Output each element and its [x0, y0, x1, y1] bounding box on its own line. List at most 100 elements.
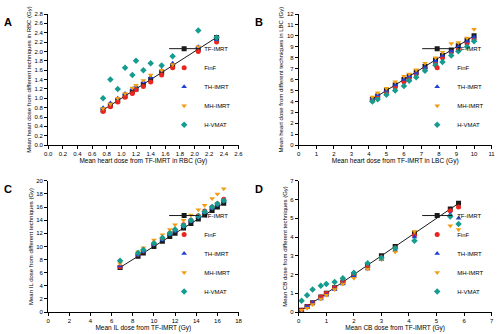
svg-text:0: 0	[290, 309, 294, 315]
svg-text:0: 0	[46, 318, 50, 324]
svg-text:2.4: 2.4	[35, 30, 44, 36]
svg-text:1: 1	[290, 290, 294, 296]
svg-text:C: C	[4, 183, 12, 195]
svg-text:2: 2	[40, 296, 44, 302]
svg-text:Mean heart dose from TF-IMRT i: Mean heart dose from TF-IMRT in LBC (Gy)	[332, 157, 459, 165]
svg-text:2.6: 2.6	[35, 20, 44, 26]
svg-text:3: 3	[290, 253, 294, 259]
svg-text:6: 6	[290, 77, 294, 83]
svg-text:Mean CB dose from TF-IMRT (Gy): Mean CB dose from TF-IMRT (Gy)	[345, 324, 445, 332]
svg-text:Mean IL dose from TF-IMRT (Gy): Mean IL dose from TF-IMRT (Gy)	[95, 324, 191, 332]
svg-text:0: 0	[40, 309, 44, 315]
svg-text:2.0: 2.0	[35, 49, 44, 55]
svg-text:0: 0	[290, 142, 294, 148]
svg-text:0.6: 0.6	[88, 151, 97, 157]
svg-text:TF-IMRT: TF-IMRT	[204, 46, 228, 52]
svg-text:1.4: 1.4	[35, 77, 44, 83]
svg-text:0: 0	[297, 318, 301, 324]
svg-text:2.2: 2.2	[205, 151, 214, 157]
svg-text:MH-IMRT: MH-IMRT	[204, 270, 230, 276]
svg-text:1: 1	[315, 151, 319, 157]
svg-text:H-VMAT: H-VMAT	[457, 289, 480, 295]
svg-text:TF-IMRT: TF-IMRT	[204, 213, 228, 219]
svg-text:2.2: 2.2	[35, 39, 44, 45]
svg-text:TH-IMRT: TH-IMRT	[204, 251, 229, 257]
svg-text:0.8: 0.8	[35, 105, 44, 111]
svg-text:8: 8	[437, 151, 441, 157]
svg-text:6: 6	[110, 318, 114, 324]
svg-text:4: 4	[407, 318, 411, 324]
svg-text:Mean IL dose from different te: Mean IL dose from different techniques (…	[28, 188, 34, 305]
svg-text:7: 7	[490, 318, 494, 324]
svg-text:TH-IMRT: TH-IMRT	[204, 84, 229, 90]
svg-text:0: 0	[297, 151, 301, 157]
svg-text:2.6: 2.6	[234, 151, 243, 157]
svg-text:TH-IMRT: TH-IMRT	[457, 84, 482, 90]
svg-text:12: 12	[36, 230, 43, 236]
svg-text:MH-IMRT: MH-IMRT	[457, 103, 483, 109]
svg-text:4: 4	[290, 234, 294, 240]
svg-text:MH-IMRT: MH-IMRT	[457, 270, 483, 276]
svg-text:12: 12	[287, 11, 294, 17]
svg-text:6: 6	[462, 318, 466, 324]
svg-text:B: B	[255, 16, 263, 28]
svg-text:6: 6	[402, 151, 406, 157]
svg-text:7: 7	[290, 66, 294, 72]
svg-text:11: 11	[287, 22, 294, 28]
svg-text:TH-IMRT: TH-IMRT	[457, 251, 482, 257]
svg-text:FinF: FinF	[204, 232, 216, 238]
svg-text:H-VMAT: H-VMAT	[204, 289, 227, 295]
svg-text:7: 7	[290, 178, 294, 184]
svg-text:11: 11	[488, 151, 495, 157]
svg-text:0.6: 0.6	[35, 114, 44, 120]
svg-text:H-VMAT: H-VMAT	[457, 122, 480, 128]
svg-text:0.0: 0.0	[35, 142, 44, 148]
svg-text:4: 4	[290, 99, 294, 105]
svg-text:1.2: 1.2	[132, 151, 141, 157]
svg-text:0.4: 0.4	[35, 123, 44, 129]
svg-text:3: 3	[290, 109, 294, 115]
svg-text:10: 10	[471, 151, 478, 157]
svg-text:2.0: 2.0	[190, 151, 199, 157]
svg-text:H-VMAT: H-VMAT	[204, 122, 227, 128]
svg-text:3: 3	[380, 318, 384, 324]
svg-text:1.4: 1.4	[146, 151, 155, 157]
svg-text:1: 1	[325, 318, 329, 324]
svg-text:18: 18	[235, 318, 242, 324]
svg-text:18: 18	[36, 191, 43, 197]
svg-text:Mean heart dose from TF-IMRT i: Mean heart dose from TF-IMRT in RBC (Gy)	[79, 157, 207, 165]
svg-text:20: 20	[36, 178, 43, 184]
svg-text:4: 4	[40, 283, 44, 289]
svg-text:6: 6	[290, 197, 294, 203]
svg-text:9: 9	[290, 44, 294, 50]
svg-text:A: A	[4, 16, 12, 28]
svg-text:8: 8	[131, 318, 135, 324]
svg-text:8: 8	[290, 55, 294, 61]
svg-text:5: 5	[385, 151, 389, 157]
svg-text:9: 9	[455, 151, 459, 157]
svg-text:0.8: 0.8	[103, 151, 112, 157]
svg-text:FinF: FinF	[457, 65, 469, 71]
svg-text:1.0: 1.0	[35, 95, 44, 101]
svg-text:0.2: 0.2	[59, 151, 68, 157]
svg-text:2: 2	[290, 272, 294, 278]
svg-text:2.8: 2.8	[35, 11, 44, 17]
svg-text:TF-IMRT: TF-IMRT	[457, 213, 481, 219]
svg-text:2: 2	[352, 318, 356, 324]
svg-text:Mean CB dose from different te: Mean CB dose from different techniques (…	[282, 186, 288, 307]
svg-text:MH-IMRT: MH-IMRT	[204, 103, 230, 109]
svg-text:1.8: 1.8	[176, 151, 185, 157]
svg-text:2: 2	[68, 318, 72, 324]
svg-text:0.0: 0.0	[44, 151, 53, 157]
svg-text:D: D	[255, 183, 263, 195]
svg-text:2: 2	[290, 120, 294, 126]
svg-text:0.2: 0.2	[35, 133, 44, 139]
svg-text:2: 2	[332, 151, 336, 157]
svg-text:FinF: FinF	[457, 232, 469, 238]
svg-text:4: 4	[367, 151, 371, 157]
svg-text:5: 5	[435, 318, 439, 324]
svg-text:1: 1	[290, 131, 294, 137]
svg-text:7: 7	[420, 151, 424, 157]
svg-text:0.4: 0.4	[73, 151, 82, 157]
svg-text:1.0: 1.0	[117, 151, 126, 157]
